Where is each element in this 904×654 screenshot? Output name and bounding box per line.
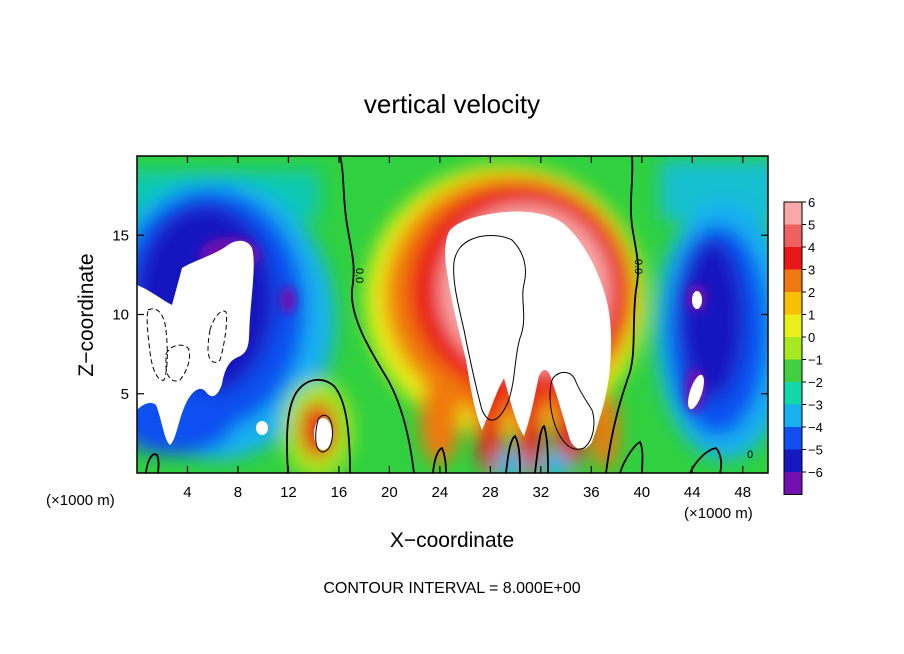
colorbar-label: 4 (808, 240, 815, 255)
colorbar-frame (783, 201, 803, 495)
x-tick-label: 48 (734, 484, 751, 501)
colorbar-swatch (784, 472, 802, 495)
colorbar-swatch (784, 314, 802, 337)
colorbar-swatch (784, 404, 802, 427)
colorbar-label: −5 (808, 443, 823, 458)
colorbar-label: −1 (808, 353, 823, 368)
contour-dashed-2 (165, 344, 191, 382)
colorbar-swatch (784, 224, 802, 247)
colorbar-swatch (784, 359, 802, 382)
contour-bottom-mid-3 (534, 424, 549, 473)
chart-title: vertical velocity (364, 89, 540, 119)
x-tick-label: 20 (381, 484, 398, 501)
field-lower-streak-1 (420, 375, 460, 465)
field-left-white-region (137, 240, 254, 445)
contour-dashed-3 (207, 310, 227, 363)
field-lower-cell-white (314, 418, 332, 450)
x-tick-label: 8 (234, 484, 242, 501)
colorbar-label: −3 (808, 398, 823, 413)
contour-zero-left (339, 156, 415, 473)
x-tick-label: 40 (633, 484, 650, 501)
contour-lower-cell (286, 378, 351, 473)
contour-lower-cell-inner (315, 414, 333, 453)
colorbar-label: −6 (808, 465, 823, 480)
colorbar-label: 2 (808, 285, 815, 300)
contour-bottom-left-1 (145, 453, 160, 473)
colorbar-swatch (784, 427, 802, 450)
colorbar-label: 5 (808, 218, 815, 233)
colorbar-label: 0 (808, 330, 815, 345)
x-tick-label: 16 (331, 484, 348, 501)
colorbar-label: 1 (808, 308, 815, 323)
contour-bottom-right-2 (689, 447, 723, 473)
field-lower-cyan-1 (494, 451, 526, 473)
colorbar-swatch (784, 202, 802, 225)
colorbar-label: 3 (808, 263, 815, 278)
field-center-white-region (445, 211, 612, 450)
y-axis-ticks: 5 10 15 (112, 227, 768, 403)
field-lower-cyan-2 (539, 451, 571, 473)
colorbar-swatch (784, 292, 802, 315)
colorbar: 6 5 4 3 2 1 0 −1 −2 −3 −4 −5 −6 (783, 195, 823, 495)
y-tick-label: 10 (112, 307, 129, 324)
colorbar-swatch (784, 337, 802, 360)
y-axis-label: Z−coordinate (75, 253, 98, 376)
x-tick-label: 32 (532, 484, 549, 501)
contour-center-inner (453, 235, 526, 421)
contour-dashed-1 (146, 308, 168, 381)
field-left-purple-2 (280, 286, 296, 314)
contour-label-left: 0.0 (353, 268, 365, 283)
x-tick-label: 44 (684, 484, 701, 501)
colorbar-label: −4 (808, 420, 823, 435)
contour-label-bottom-right: 0 (747, 449, 753, 461)
field-right-white-spot-2 (688, 374, 704, 410)
x-tick-label: 24 (432, 484, 449, 501)
colorbar-swatch (784, 247, 802, 270)
colorbar-label: 6 (808, 195, 815, 210)
y-tick-label: 5 (121, 386, 129, 403)
contour-zero-right (605, 156, 640, 473)
x-unit-label-right: (×1000 m) (684, 505, 753, 522)
contour-bottom-right-1 (619, 440, 644, 473)
contour-center-lower (549, 372, 595, 450)
velocity-field: 0.0 0.0 0 (137, 156, 768, 473)
colorbar-swatch (784, 449, 802, 472)
x-axis-ticks: 4 8 12 16 20 24 28 32 36 40 44 48 (183, 156, 751, 501)
contour-interval-label: CONTOUR INTERVAL = 8.000E+00 (323, 580, 580, 597)
colorbar-swatch (784, 269, 802, 292)
x-tick-label: 4 (183, 484, 191, 501)
x-axis-label: X−coordinate (390, 529, 514, 552)
field-right-navy (680, 240, 744, 400)
colorbar-swatch (784, 382, 802, 405)
x-tick-label: 28 (482, 484, 499, 501)
contour-label-right: 0.0 (632, 259, 644, 274)
field-left-white-spot (256, 421, 268, 435)
colorbar-label: −2 (808, 375, 823, 390)
y-tick-label: 15 (112, 227, 129, 244)
x-tick-label: 12 (280, 484, 297, 501)
contour-bottom-mid-2 (505, 434, 521, 473)
x-unit-label-left: (×1000 m) (46, 492, 115, 509)
x-tick-label: 36 (583, 484, 600, 501)
contour-bottom-mid-1 (432, 446, 447, 473)
field-right-white-spot (692, 291, 702, 309)
